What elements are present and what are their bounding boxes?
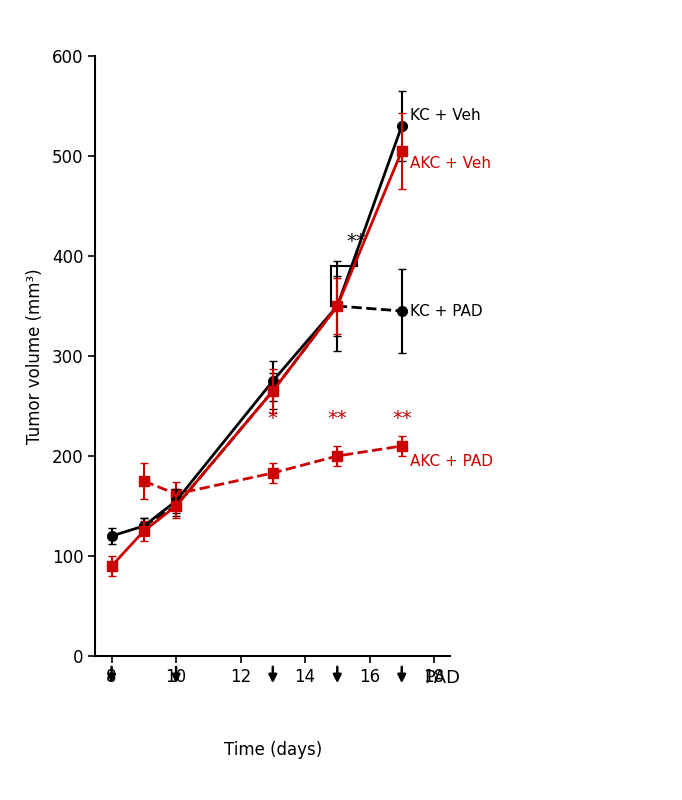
- Text: KC + PAD: KC + PAD: [410, 303, 482, 318]
- Text: KC + Veh: KC + Veh: [410, 109, 480, 123]
- Text: **: **: [327, 409, 347, 428]
- Text: AKC + PAD: AKC + PAD: [410, 454, 493, 469]
- Text: **: **: [346, 232, 366, 251]
- Text: **: **: [392, 409, 412, 428]
- Text: PAD: PAD: [424, 669, 460, 687]
- X-axis label: Time (days): Time (days): [224, 742, 322, 759]
- Y-axis label: Tumor volume (mm³): Tumor volume (mm³): [26, 268, 44, 444]
- Text: AKC + Veh: AKC + Veh: [410, 157, 491, 171]
- Text: *: *: [268, 409, 278, 428]
